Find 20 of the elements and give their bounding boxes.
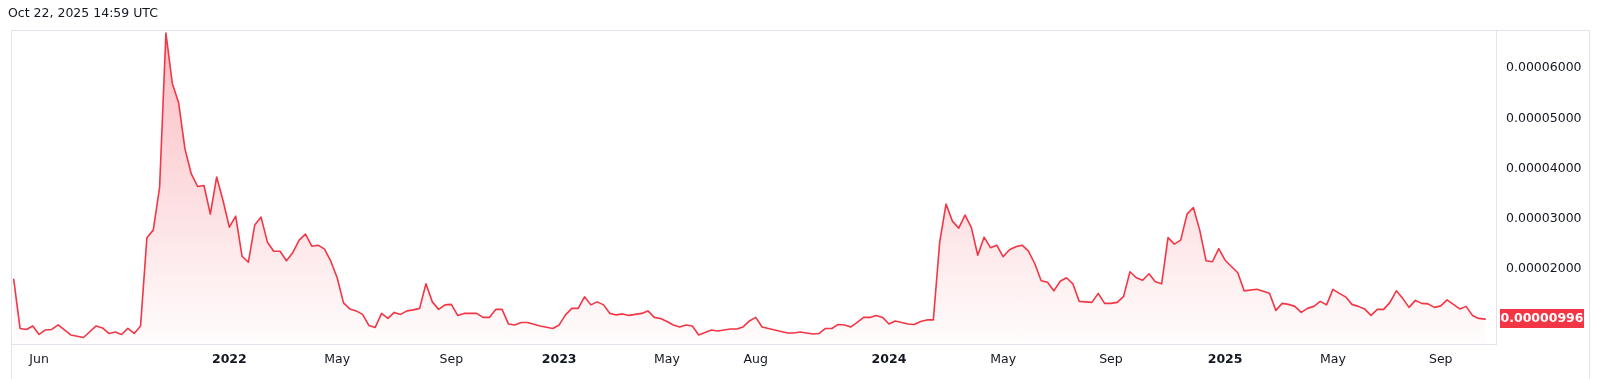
x-tick-label: May	[990, 350, 1017, 366]
y-tick-label: 0.00004000	[1506, 159, 1582, 175]
x-tick-label: Sep	[1428, 350, 1453, 366]
x-tick-label: 2022	[211, 350, 247, 366]
x-tick-label: 2023	[541, 350, 577, 366]
x-tick-label: 2024	[871, 350, 907, 366]
x-tick-label: Sep	[439, 350, 464, 366]
x-tick-label: 2025	[1207, 350, 1243, 366]
text: Oct 22, 2025 14:59 UTC	[8, 5, 158, 20]
y-tick-label: 0.00002000	[1506, 260, 1582, 276]
y-tick-label: 0.00005000	[1506, 109, 1582, 125]
x-tick-label: May	[1319, 350, 1347, 366]
x-tick-label: May	[654, 350, 681, 366]
x-tick-label: Aug	[743, 350, 768, 366]
x-tick-label: May	[324, 350, 351, 366]
x-tick-label: Sep	[1099, 350, 1123, 366]
y-tick-label: 0.00006000	[1506, 59, 1582, 75]
y-tick-label: 0.00003000	[1506, 209, 1582, 225]
text: 0.00000996	[1500, 310, 1584, 326]
x-tick-label: Jun	[28, 350, 49, 366]
